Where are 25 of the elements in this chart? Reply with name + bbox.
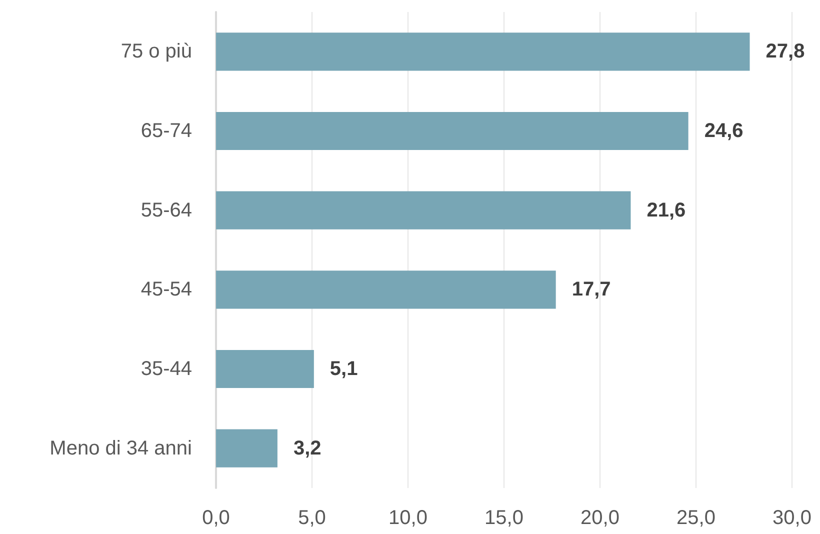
data-label: 17,7 bbox=[572, 278, 611, 301]
data-label: 24,6 bbox=[704, 120, 744, 142]
x-tick-label: 25,0 bbox=[676, 507, 716, 529]
data-label: 5,1 bbox=[330, 358, 358, 380]
y-tick-label: Meno di 34 anni bbox=[50, 437, 192, 460]
y-tick-label: 75 o più bbox=[120, 40, 192, 63]
x-tick-label: 0,0 bbox=[202, 507, 230, 529]
y-tick-label: 65-74 bbox=[140, 120, 192, 142]
x-tick-label: 15,0 bbox=[484, 507, 524, 529]
bar bbox=[216, 191, 631, 230]
y-tick-label: 35-44 bbox=[140, 358, 192, 380]
y-tick-label: 45-54 bbox=[140, 278, 192, 301]
x-tick-label: 5,0 bbox=[298, 507, 326, 529]
bar bbox=[216, 429, 278, 468]
x-tick-label: 20,0 bbox=[580, 507, 620, 529]
x-tick-label: 30,0 bbox=[772, 507, 812, 529]
y-tick-label: 55-64 bbox=[140, 199, 192, 222]
bar bbox=[216, 32, 750, 71]
data-label: 3,2 bbox=[293, 437, 322, 460]
x-tick-label: 10,0 bbox=[388, 507, 428, 529]
bar bbox=[216, 270, 556, 309]
data-label: 21,6 bbox=[646, 199, 686, 222]
bar bbox=[216, 350, 314, 388]
bar bbox=[216, 112, 688, 150]
data-label: 27,8 bbox=[766, 40, 805, 63]
